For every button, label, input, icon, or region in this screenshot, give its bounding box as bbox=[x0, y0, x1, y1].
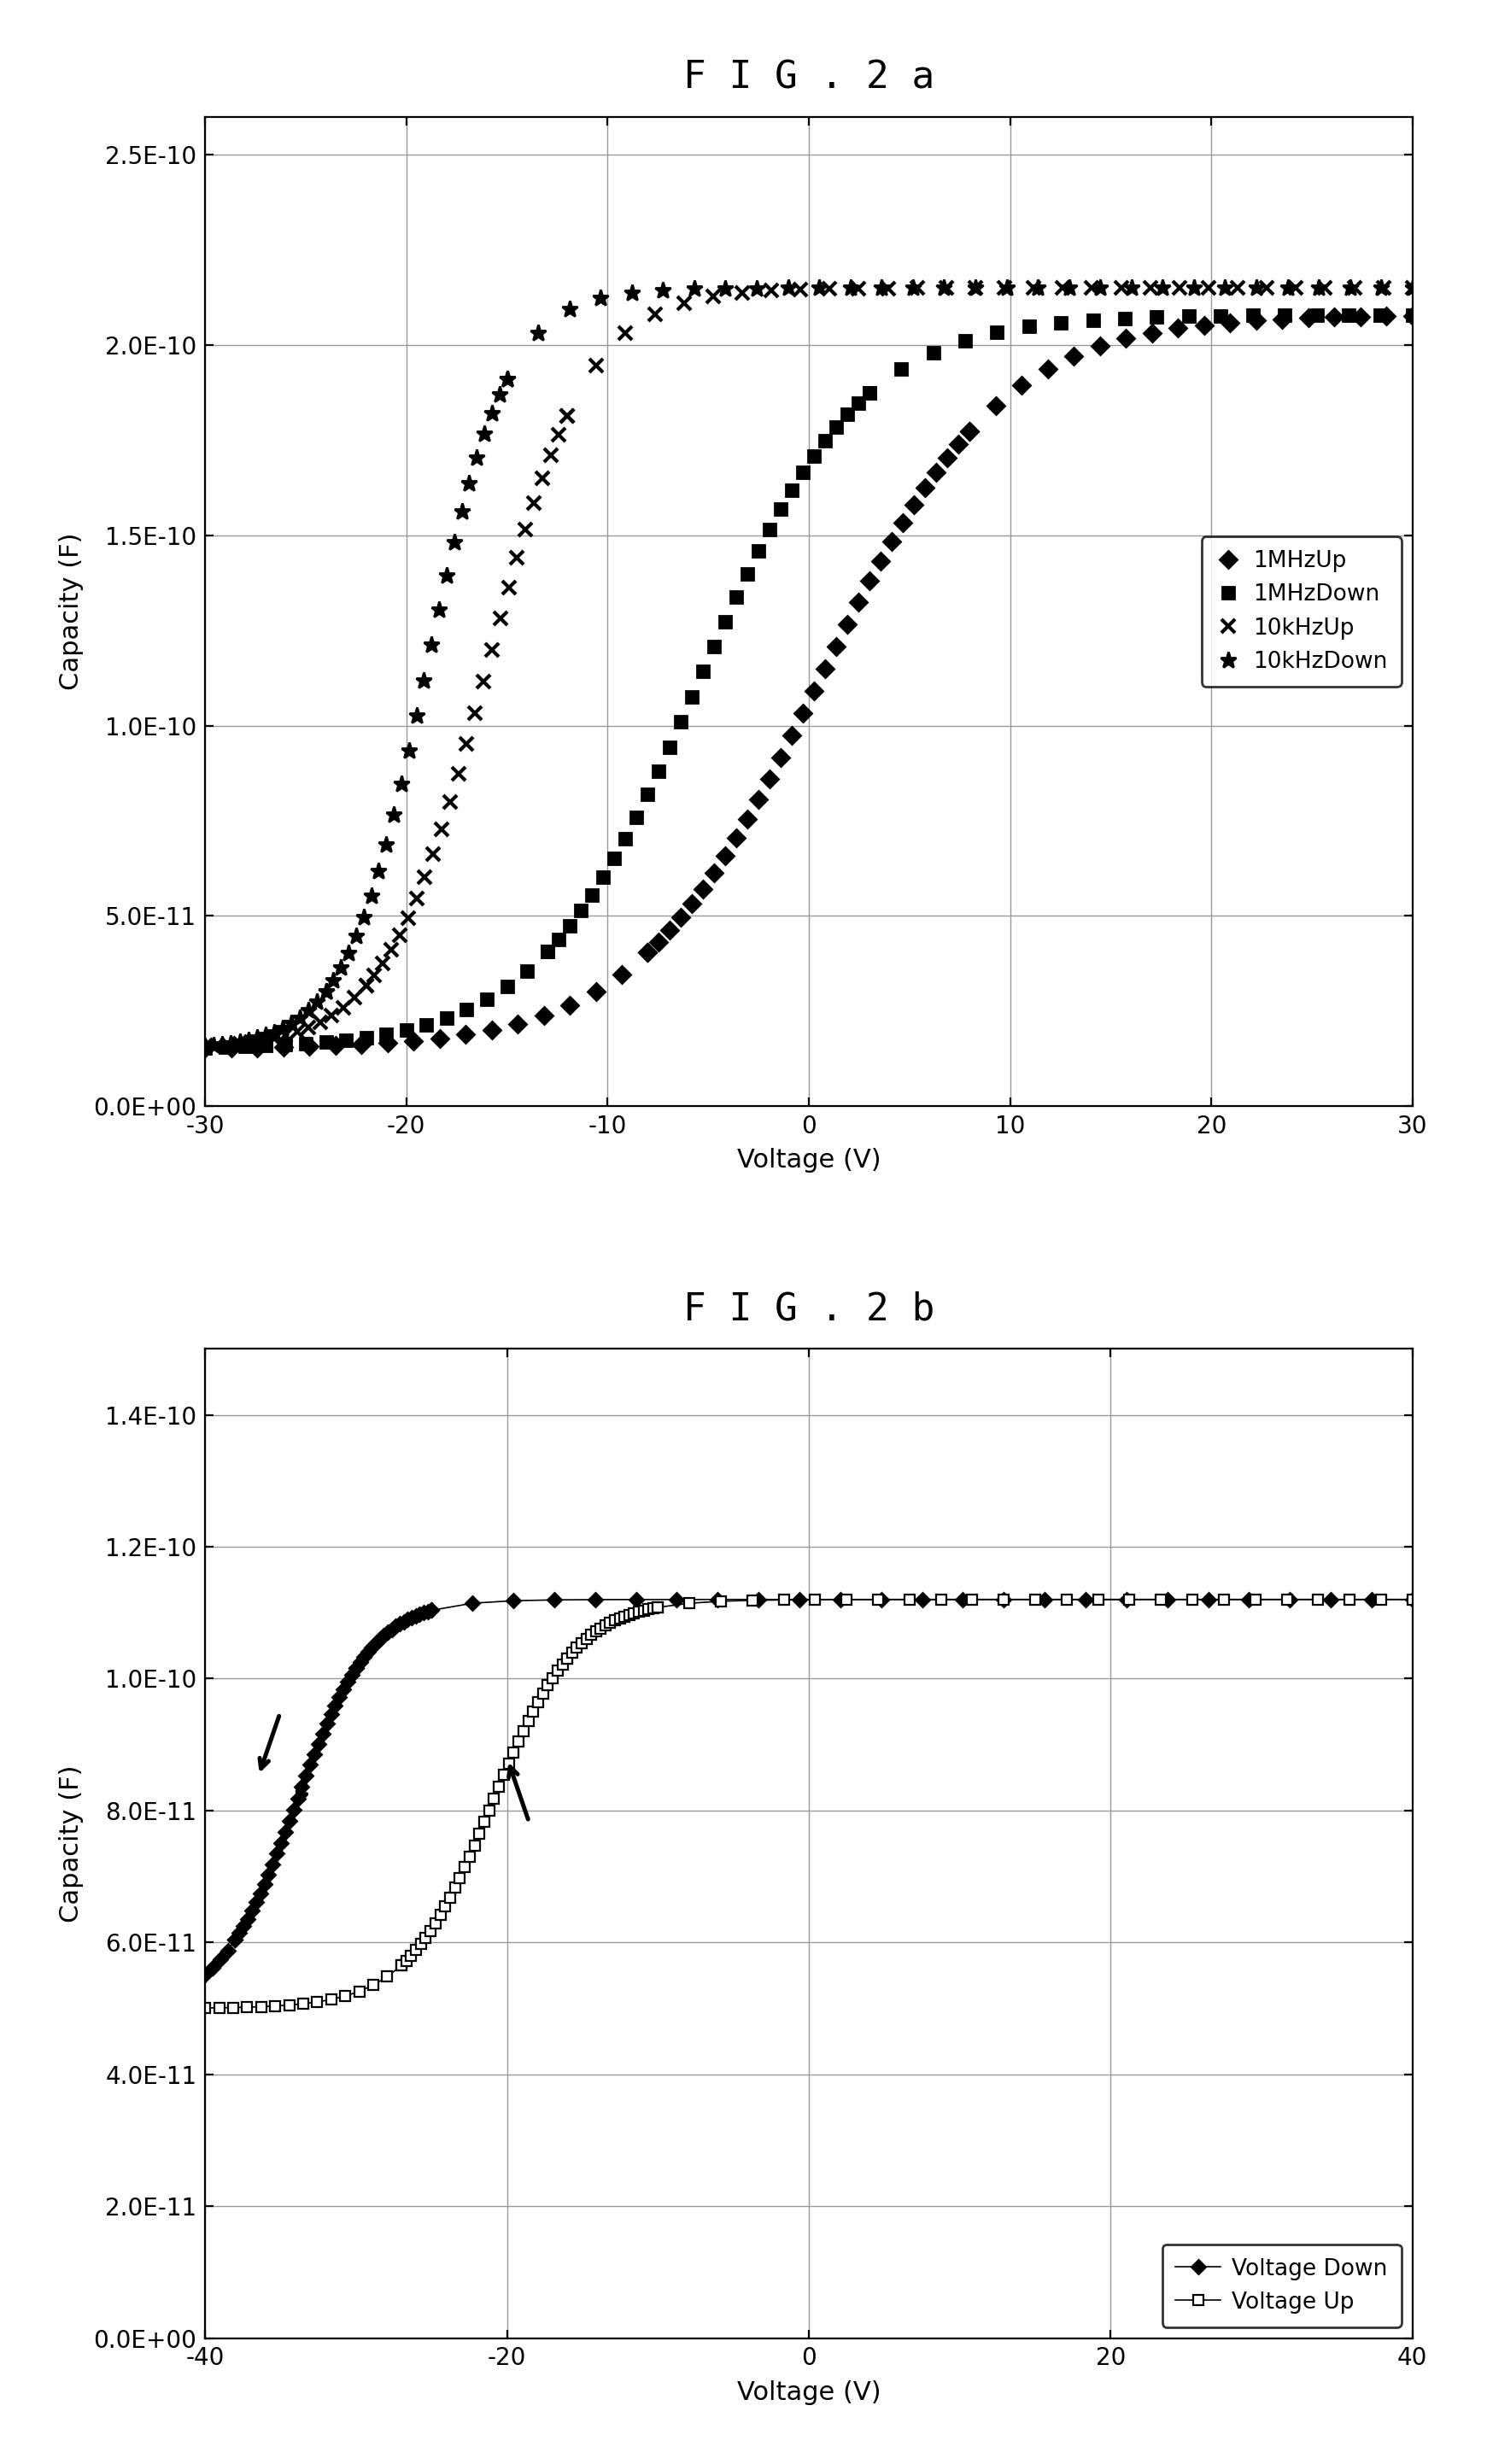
Voltage Up bbox=[648, 1592, 666, 1621]
Voltage Up bbox=[401, 1942, 419, 1971]
1MHzUp bbox=[457, 1020, 474, 1050]
Voltage Down bbox=[1404, 1584, 1422, 1614]
10kHzUp bbox=[550, 419, 568, 448]
10kHzDown bbox=[363, 880, 381, 909]
Line: 10kHzDown: 10kHzDown bbox=[196, 281, 1422, 1055]
Line: 10kHzUp: 10kHzUp bbox=[198, 281, 1420, 1055]
10kHzDown bbox=[196, 1032, 214, 1062]
1MHzUp bbox=[196, 1032, 214, 1062]
1MHzDown bbox=[397, 1015, 415, 1045]
Voltage Up bbox=[1404, 1584, 1422, 1614]
Line: 1MHzUp: 1MHzUp bbox=[199, 310, 1419, 1055]
Voltage Down bbox=[410, 1599, 428, 1629]
10kHzUp bbox=[407, 885, 425, 914]
Voltage Up bbox=[635, 1597, 653, 1626]
1MHzDown bbox=[1243, 301, 1261, 330]
1MHzDown bbox=[650, 756, 668, 786]
Title: F I G . 2 b: F I G . 2 b bbox=[683, 1291, 934, 1328]
10kHzDown bbox=[339, 939, 357, 968]
10kHzDown bbox=[1091, 274, 1109, 303]
1MHzUp bbox=[749, 784, 767, 813]
1MHzUp bbox=[613, 958, 630, 988]
10kHzDown bbox=[1060, 274, 1078, 303]
X-axis label: Voltage (V): Voltage (V) bbox=[738, 2380, 880, 2405]
1MHzUp bbox=[1404, 301, 1422, 330]
Voltage Up bbox=[648, 1592, 666, 1621]
Line: Voltage Down: Voltage Down bbox=[201, 1594, 1417, 1979]
Legend: 1MHzUp, 1MHzDown, 10kHzUp, 10kHzDown: 1MHzUp, 1MHzDown, 10kHzUp, 10kHzDown bbox=[1201, 537, 1401, 687]
Voltage Down bbox=[346, 1653, 364, 1683]
10kHzDown bbox=[1404, 274, 1422, 303]
Line: 1MHzDown: 1MHzDown bbox=[199, 308, 1419, 1055]
Y-axis label: Capacity (F): Capacity (F) bbox=[59, 532, 85, 690]
1MHzDown bbox=[196, 1032, 214, 1062]
Y-axis label: Capacity (F): Capacity (F) bbox=[59, 1764, 85, 1922]
10kHzUp bbox=[1112, 274, 1130, 303]
10kHzUp bbox=[366, 961, 384, 991]
1MHzDown bbox=[956, 325, 974, 355]
1MHzDown bbox=[561, 912, 578, 941]
Title: F I G . 2 a: F I G . 2 a bbox=[683, 59, 934, 96]
10kHzUp bbox=[1083, 274, 1100, 303]
10kHzDown bbox=[491, 379, 509, 409]
Voltage Up bbox=[253, 1991, 271, 2020]
1MHzUp bbox=[1273, 303, 1291, 333]
Voltage Down bbox=[1036, 1584, 1054, 1614]
1MHzUp bbox=[662, 917, 680, 946]
X-axis label: Voltage (V): Voltage (V) bbox=[738, 1148, 880, 1173]
10kHzUp bbox=[196, 1032, 214, 1062]
Voltage Down bbox=[399, 1604, 416, 1634]
Voltage Down bbox=[422, 1597, 440, 1626]
Voltage Down bbox=[196, 1959, 214, 1988]
Voltage Down bbox=[394, 1607, 412, 1636]
Legend: Voltage Down, Voltage Up: Voltage Down, Voltage Up bbox=[1163, 2245, 1401, 2326]
1MHzUp bbox=[1039, 355, 1057, 384]
10kHzUp bbox=[1404, 274, 1422, 303]
10kHzUp bbox=[382, 936, 400, 966]
10kHzDown bbox=[324, 966, 342, 995]
Voltage Up bbox=[196, 1993, 214, 2023]
1MHzDown bbox=[517, 956, 535, 986]
Voltage Up bbox=[625, 1599, 642, 1629]
1MHzDown bbox=[1404, 301, 1422, 330]
Line: Voltage Up: Voltage Up bbox=[201, 1594, 1417, 2013]
